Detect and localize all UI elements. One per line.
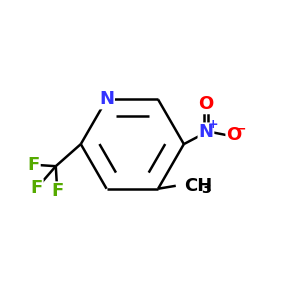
Text: O: O: [198, 95, 214, 113]
Text: F: F: [28, 156, 40, 174]
Text: 3: 3: [201, 182, 210, 196]
Text: N: N: [198, 123, 213, 141]
Text: F: F: [31, 179, 43, 197]
Text: N: N: [99, 91, 114, 109]
Text: −: −: [236, 122, 247, 135]
Text: F: F: [51, 182, 63, 200]
Text: O: O: [226, 126, 242, 144]
Text: +: +: [208, 118, 219, 131]
Text: CH: CH: [184, 177, 213, 195]
